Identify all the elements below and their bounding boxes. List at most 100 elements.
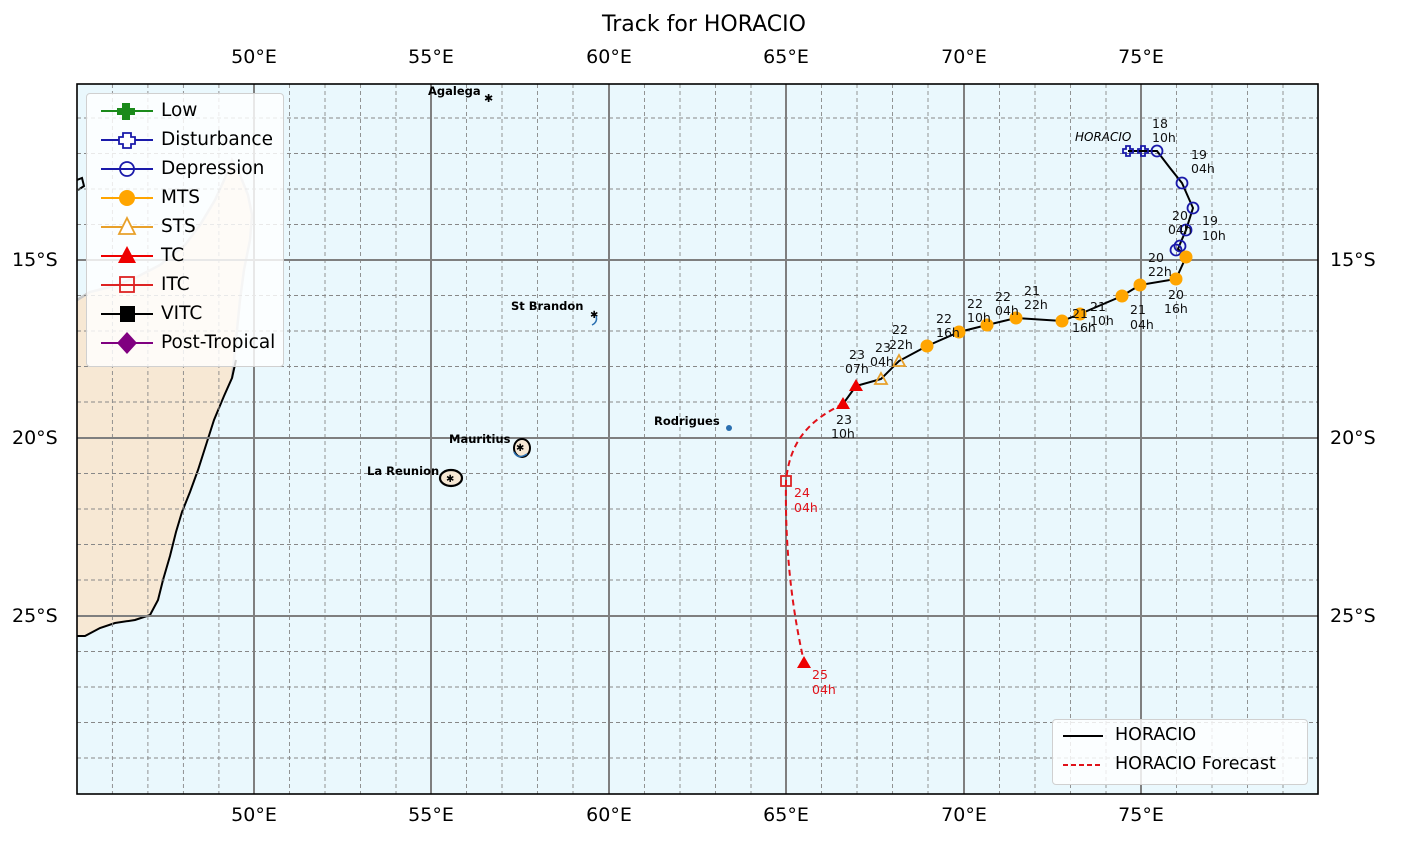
low-plus-icon xyxy=(101,103,153,120)
forecast-track-line xyxy=(784,403,844,663)
chart-title: Track for HORACIO xyxy=(602,12,806,37)
svg-text:23: 23 xyxy=(849,347,865,362)
depression-circle-icon xyxy=(101,161,153,177)
y-tick-right-20: 20°S xyxy=(1330,427,1376,449)
legend-item-horacio-forecast: HORACIO Forecast xyxy=(1053,751,1307,780)
svg-text:16h: 16h xyxy=(936,325,960,340)
sts-triangle-outline-icon xyxy=(101,215,153,235)
svg-text:Agalega: Agalega xyxy=(428,84,481,98)
svg-text:04h: 04h xyxy=(794,500,818,515)
svg-text:10h: 10h xyxy=(831,426,855,441)
island-la-reunion: La Reunion ✱ xyxy=(367,464,464,488)
svg-text:21: 21 xyxy=(1090,299,1106,314)
svg-text:20: 20 xyxy=(1168,287,1184,302)
category-legend: Low Disturbance Depression MTS STS TC IT… xyxy=(86,93,284,367)
x-tick-top-50: 50°E xyxy=(231,46,277,68)
svg-text:La Reunion: La Reunion xyxy=(367,464,439,478)
svg-text:19: 19 xyxy=(1191,147,1207,162)
x-tick-bottom-75: 75°E xyxy=(1118,804,1164,826)
itc-marker xyxy=(780,475,792,487)
svg-text:✱: ✱ xyxy=(446,474,454,485)
svg-text:23: 23 xyxy=(836,412,852,427)
svg-text:04h: 04h xyxy=(1130,317,1154,332)
svg-text:10h: 10h xyxy=(967,310,991,325)
sts-markers xyxy=(873,353,907,385)
x-tick-bottom-70: 70°E xyxy=(941,804,987,826)
svg-text:✱: ✱ xyxy=(484,92,493,105)
svg-text:✱: ✱ xyxy=(590,310,598,321)
svg-text:07h: 07h xyxy=(845,361,869,376)
y-tick-right-25: 25°S xyxy=(1330,605,1376,627)
svg-text:20: 20 xyxy=(1148,250,1164,265)
x-tick-top-65: 65°E xyxy=(763,46,809,68)
y-tick-left-15: 15°S xyxy=(12,249,58,271)
x-tick-top-55: 55°E xyxy=(408,46,454,68)
svg-text:21: 21 xyxy=(1024,283,1040,298)
legend-item-post-tropical: Post-Tropical xyxy=(87,329,283,358)
x-tick-top-70: 70°E xyxy=(941,46,987,68)
svg-text:23: 23 xyxy=(875,340,891,355)
solid-line-icon xyxy=(1063,735,1103,737)
mts-markers xyxy=(920,250,1193,353)
svg-text:St Brandon: St Brandon xyxy=(511,299,584,313)
svg-text:Mauritius: Mauritius xyxy=(449,432,511,446)
svg-text:04h: 04h xyxy=(995,303,1019,318)
tc-markers xyxy=(797,379,863,668)
svg-text:✱: ✱ xyxy=(516,443,524,454)
y-tick-right-15: 15°S xyxy=(1330,249,1376,271)
island-rodrigues: Rodrigues xyxy=(654,414,732,431)
x-tick-top-75: 75°E xyxy=(1118,46,1164,68)
x-tick-bottom-65: 65°E xyxy=(763,804,809,826)
x-tick-bottom-60: 60°E xyxy=(586,804,632,826)
svg-text:25: 25 xyxy=(812,667,828,682)
svg-text:22h: 22h xyxy=(1024,297,1048,312)
svg-text:22: 22 xyxy=(936,311,952,326)
legend-item-sts: STS xyxy=(87,213,283,242)
storm-name-label: HORACIO xyxy=(1075,130,1131,144)
x-tick-bottom-55: 55°E xyxy=(408,804,454,826)
legend-item-depression: Depression xyxy=(87,155,283,184)
svg-text:19: 19 xyxy=(1202,213,1218,228)
svg-text:Rodrigues: Rodrigues xyxy=(654,414,720,428)
x-tick-bottom-50: 50°E xyxy=(231,804,277,826)
svg-text:22h: 22h xyxy=(889,337,913,352)
legend-item-vitc: VITC xyxy=(87,300,283,329)
svg-text:22: 22 xyxy=(892,322,908,337)
svg-text:21: 21 xyxy=(1072,306,1088,321)
depression-markers xyxy=(1150,144,1200,257)
x-tick-top-60: 60°E xyxy=(586,46,632,68)
svg-text:10h: 10h xyxy=(1090,313,1114,328)
svg-text:10h: 10h xyxy=(1202,228,1226,243)
plot-frame xyxy=(76,83,1319,795)
svg-text:16h: 16h xyxy=(1164,301,1188,316)
svg-text:22: 22 xyxy=(995,289,1011,304)
legend-item-itc: ITC xyxy=(87,271,283,300)
disturbance-markers xyxy=(1122,145,1149,157)
svg-text:22: 22 xyxy=(967,296,983,311)
svg-text:10h: 10h xyxy=(1152,130,1176,145)
y-tick-left-20: 20°S xyxy=(12,427,58,449)
mts-dot-icon xyxy=(101,190,153,206)
dashed-line-icon xyxy=(1063,764,1103,766)
svg-text:18: 18 xyxy=(1152,116,1168,131)
svg-text:20: 20 xyxy=(1172,208,1188,223)
legend-item-horacio: HORACIO xyxy=(1053,722,1307,751)
legend-item-tc: TC xyxy=(87,242,283,271)
svg-text:24: 24 xyxy=(794,485,810,500)
post-tropical-diamond-icon xyxy=(101,332,153,354)
svg-text:16h: 16h xyxy=(1072,320,1096,335)
vitc-square-icon xyxy=(101,306,153,322)
y-tick-left-25: 25°S xyxy=(12,605,58,627)
island-st-brandon: St Brandon ✱ xyxy=(511,299,598,326)
island-agalega: Agalega ✱ xyxy=(428,84,493,105)
island-mauritius: Mauritius ✱ xyxy=(449,432,531,458)
svg-text:04h: 04h xyxy=(1191,161,1215,176)
svg-text:22h: 22h xyxy=(1148,264,1172,279)
legend-item-disturbance: Disturbance xyxy=(87,126,283,155)
legend-item-mts: MTS xyxy=(87,184,283,213)
forecast-tc-marker xyxy=(797,656,811,668)
tc-triangle-icon xyxy=(101,246,153,263)
track-legend: HORACIO HORACIO Forecast xyxy=(1052,719,1308,785)
